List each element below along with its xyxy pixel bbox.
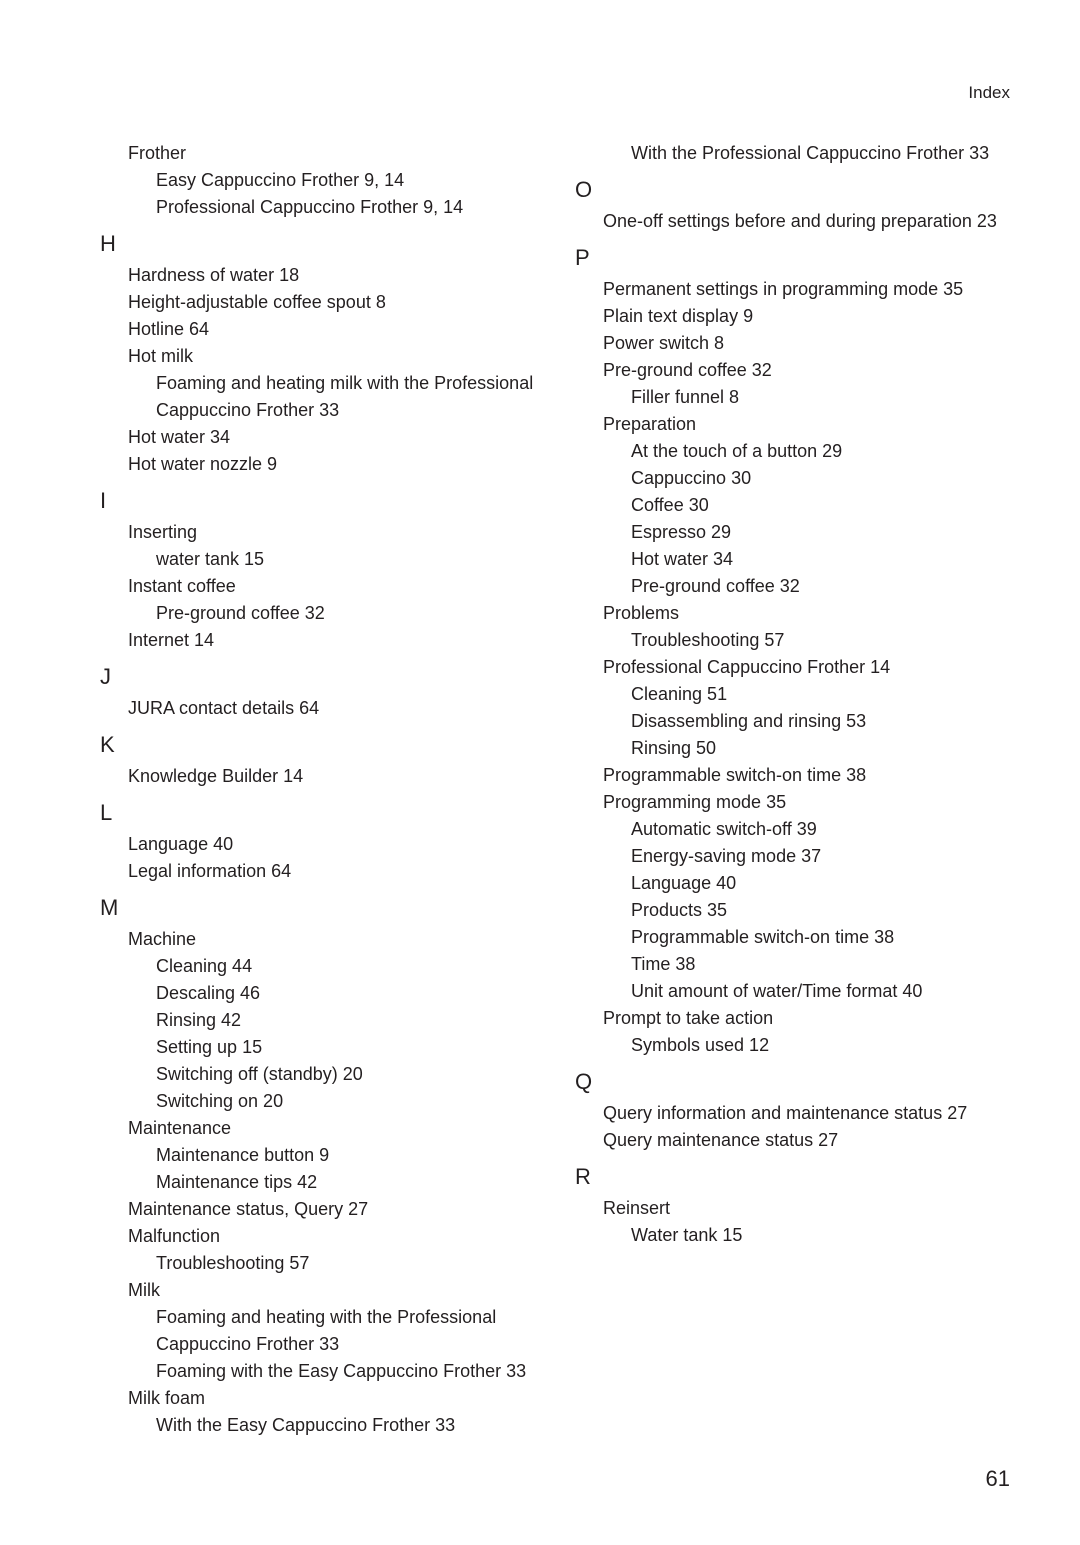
- index-subentry: Troubleshooting 57: [631, 627, 1010, 654]
- index-subentry: Foaming and heating with the Professiona…: [156, 1304, 535, 1358]
- index-subentry: Rinsing 42: [156, 1007, 535, 1034]
- index-entry: Problems: [603, 600, 1010, 627]
- index-subentry: With the Professional Cappuccino Frother…: [631, 140, 1010, 167]
- index-subentry: Cappuccino 30: [631, 465, 1010, 492]
- index-subentry: Pre-ground coffee 32: [631, 573, 1010, 600]
- index-subentry: Symbols used 12: [631, 1032, 1010, 1059]
- index-entry: Language 40: [128, 831, 535, 858]
- index-entry: Height-adjustable coffee spout 8: [128, 289, 535, 316]
- index-entry: Milk: [128, 1277, 535, 1304]
- index-entry: One-off settings before and during prepa…: [603, 208, 1010, 235]
- index-entry: Pre-ground coffee 32: [603, 357, 1010, 384]
- index-entry: Milk foam: [128, 1385, 535, 1412]
- index-entry: Internet 14: [128, 627, 535, 654]
- index-subentry: Descaling 46: [156, 980, 535, 1007]
- index-subentry: Automatic switch-off 39: [631, 816, 1010, 843]
- index-entry: Inserting: [128, 519, 535, 546]
- index-entry: Legal information 64: [128, 858, 535, 885]
- index-letter: Q: [575, 1065, 1010, 1098]
- index-subentry: Foaming with the Easy Cappuccino Frother…: [156, 1358, 535, 1385]
- index-entry: Permanent settings in programming mode 3…: [603, 276, 1010, 303]
- index-entry: Query maintenance status 27: [603, 1127, 1010, 1154]
- index-subentry: Products 35: [631, 897, 1010, 924]
- index-letter: L: [100, 796, 535, 829]
- index-entry: Hot milk: [128, 343, 535, 370]
- index-entry: Query information and maintenance status…: [603, 1100, 1010, 1127]
- index-entry: Frother: [128, 140, 535, 167]
- index-subentry: Coffee 30: [631, 492, 1010, 519]
- index-entry: Maintenance status, Query 27: [128, 1196, 535, 1223]
- index-entry: Malfunction: [128, 1223, 535, 1250]
- index-entry: Hardness of water 18: [128, 262, 535, 289]
- index-entry: Instant coffee: [128, 573, 535, 600]
- index-subentry: Foaming and heating milk with the Profes…: [156, 370, 535, 424]
- index-letter: I: [100, 484, 535, 517]
- page-number: 61: [986, 1462, 1010, 1495]
- page-header: Index: [968, 80, 1010, 106]
- index-subentry: Switching off (standby) 20: [156, 1061, 535, 1088]
- index-entry: Maintenance: [128, 1115, 535, 1142]
- index-subentry: Easy Cappuccino Frother 9, 14: [156, 167, 535, 194]
- index-letter: K: [100, 728, 535, 761]
- index-letter: H: [100, 227, 535, 260]
- index-letter: J: [100, 660, 535, 693]
- index-entry: Programming mode 35: [603, 789, 1010, 816]
- index-letter: M: [100, 891, 535, 924]
- index-subentry: Cleaning 44: [156, 953, 535, 980]
- index-entry: Professional Cappuccino Frother 14: [603, 654, 1010, 681]
- index-subentry: Programmable switch-on time 38: [631, 924, 1010, 951]
- index-content: FrotherEasy Cappuccino Frother 9, 14Prof…: [100, 140, 1010, 1445]
- index-entry: Prompt to take action: [603, 1005, 1010, 1032]
- index-subentry: Language 40: [631, 870, 1010, 897]
- index-subentry: With the Easy Cappuccino Frother 33: [156, 1412, 535, 1439]
- index-subentry: Cleaning 51: [631, 681, 1010, 708]
- index-subentry: At the touch of a button 29: [631, 438, 1010, 465]
- index-letter: O: [575, 173, 1010, 206]
- index-subentry: Energy-saving mode 37: [631, 843, 1010, 870]
- index-subentry: Switching on 20: [156, 1088, 535, 1115]
- index-subentry: Disassembling and rinsing 53: [631, 708, 1010, 735]
- index-subentry: Maintenance tips 42: [156, 1169, 535, 1196]
- index-entry: Power switch 8: [603, 330, 1010, 357]
- index-subentry: Maintenance button 9: [156, 1142, 535, 1169]
- index-letter: R: [575, 1160, 1010, 1193]
- index-subentry: water tank 15: [156, 546, 535, 573]
- index-subentry: Hot water 34: [631, 546, 1010, 573]
- index-entry: Hotline 64: [128, 316, 535, 343]
- index-entry: Knowledge Builder 14: [128, 763, 535, 790]
- index-subentry: Pre-ground coffee 32: [156, 600, 535, 627]
- index-subentry: Espresso 29: [631, 519, 1010, 546]
- index-letter: P: [575, 241, 1010, 274]
- index-entry: Reinsert: [603, 1195, 1010, 1222]
- index-subentry: Filler funnel 8: [631, 384, 1010, 411]
- index-subentry: Troubleshooting 57: [156, 1250, 535, 1277]
- index-subentry: Setting up 15: [156, 1034, 535, 1061]
- index-entry: Preparation: [603, 411, 1010, 438]
- index-entry: JURA contact details 64: [128, 695, 535, 722]
- index-subentry: Time 38: [631, 951, 1010, 978]
- index-subentry: Unit amount of water/Time format 40: [631, 978, 1010, 1005]
- index-entry: Plain text display 9: [603, 303, 1010, 330]
- index-subentry: Water tank 15: [631, 1222, 1010, 1249]
- index-subentry: Professional Cappuccino Frother 9, 14: [156, 194, 535, 221]
- index-entry: Hot water nozzle 9: [128, 451, 535, 478]
- index-entry: Programmable switch-on time 38: [603, 762, 1010, 789]
- index-subentry: Rinsing 50: [631, 735, 1010, 762]
- index-entry: Hot water 34: [128, 424, 535, 451]
- index-entry: Machine: [128, 926, 535, 953]
